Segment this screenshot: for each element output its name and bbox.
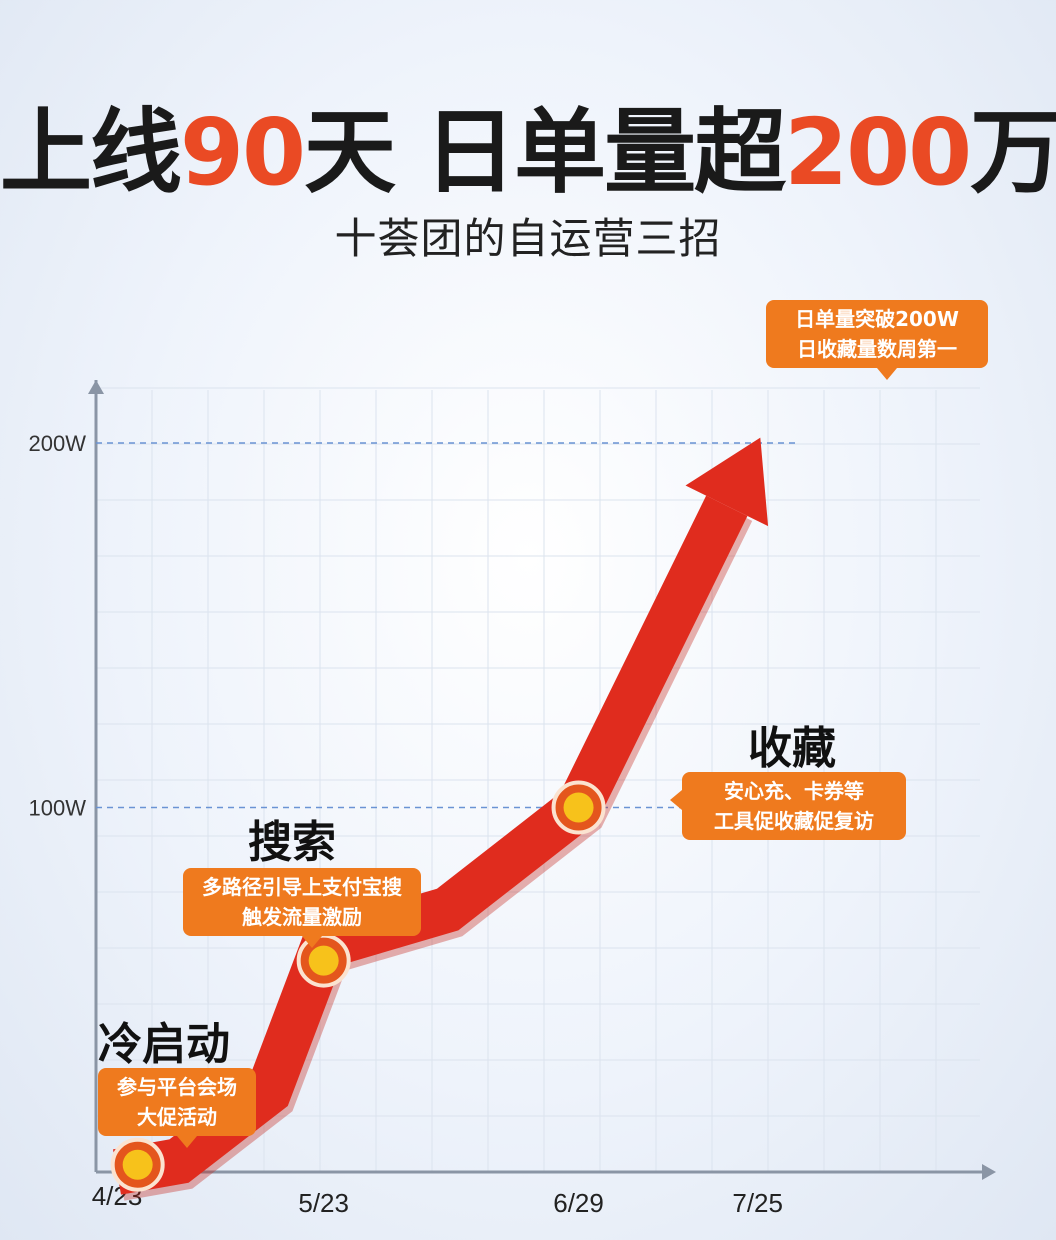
y-tick-labels: 100W 200W [29, 431, 87, 821]
callout-line: 工具促收藏促复访 [714, 809, 874, 833]
callout-line: 安心充、卡券等 [724, 779, 864, 803]
milestone-marker [110, 1137, 165, 1192]
callout-line: 日单量突破200W [795, 307, 959, 331]
x-tick-label: 6/29 [553, 1188, 604, 1218]
x-tick-label: 5/23 [298, 1188, 349, 1218]
chart-axes [88, 380, 996, 1180]
headline-part-1: 上线 [0, 99, 182, 206]
stage-cold-start-title: 冷启动 [98, 1019, 230, 1070]
stage-search-callout: 多路径引导上支付宝搜 触发流量激励 [183, 868, 421, 948]
headline-days: 90 [180, 99, 306, 206]
callout-line: 多路径引导上支付宝搜 [202, 875, 402, 899]
stage-favorite-title: 收藏 [748, 723, 836, 774]
stage-cold-start-callout: 参与平台会场 大促活动 [98, 1068, 256, 1148]
stage-search-title: 搜索 [248, 817, 336, 868]
callout-line: 触发流量激励 [242, 905, 362, 929]
headline-volume: 200 [784, 99, 972, 206]
x-tick-labels: 4/23 5/23 6/29 7/25 [92, 1181, 783, 1218]
y-axis-arrow-icon [88, 380, 104, 394]
growth-arrowhead-icon [685, 437, 769, 527]
y-tick-label: 100W [29, 796, 87, 821]
headline: 上线90天 日单量超200万 [0, 78, 1056, 211]
headline-part-3: 天 日单量超 [304, 99, 786, 206]
y-tick-label: 200W [29, 431, 87, 456]
milestone-markers [110, 780, 606, 1192]
milestone-callout: 日单量突破200W 日收藏量数周第一 [766, 300, 988, 380]
subtitle: 十荟团的自运营三招 [334, 214, 722, 263]
x-axis-arrow-icon [982, 1164, 996, 1180]
stage-favorite-callout: 安心充、卡券等 工具促收藏促复访 [670, 772, 906, 840]
x-tick-label: 7/25 [732, 1188, 783, 1218]
callout-line: 日收藏量数周第一 [797, 337, 957, 361]
callout-line: 参与平台会场 [117, 1075, 237, 1099]
milestone-marker [296, 933, 351, 988]
milestone-marker [551, 780, 606, 835]
headline-part-5: 万 [970, 99, 1056, 206]
callout-line: 大促活动 [137, 1105, 217, 1129]
